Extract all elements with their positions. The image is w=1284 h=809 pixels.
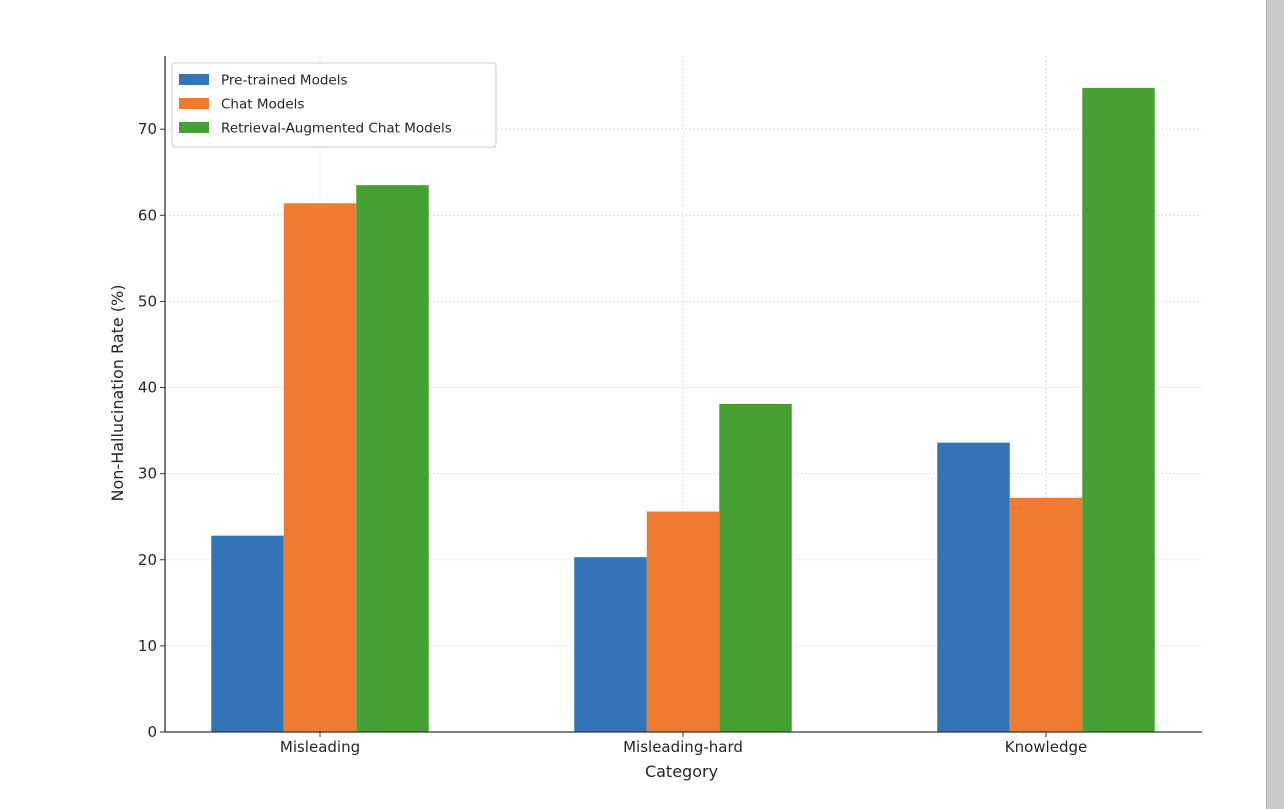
legend: Pre-trained Models Chat Models Retrieval-A… <box>171 62 497 148</box>
x-tick-label: Knowledge <box>1005 738 1087 756</box>
y-tick-label: 0 <box>147 723 157 741</box>
bar <box>937 442 1010 732</box>
y-tick-label: 40 <box>138 379 157 397</box>
bars <box>211 87 1155 733</box>
bar <box>1082 87 1155 732</box>
y-tick-label: 60 <box>138 206 157 224</box>
y-axis-label: Non-Hallucination Rate (%) <box>108 285 127 502</box>
bar <box>356 185 429 732</box>
y-tick-label: 70 <box>138 120 157 138</box>
bar <box>574 557 647 732</box>
x-tick-label: Misleading <box>280 738 360 756</box>
x-axis-label: Category <box>645 762 718 781</box>
bar <box>719 403 792 732</box>
window-edge-strip <box>1266 0 1284 809</box>
legend-swatch <box>179 74 209 85</box>
y-tick-label: 20 <box>138 551 157 569</box>
legend-label: Pre-trained Models <box>221 73 348 89</box>
y-tick-label: 10 <box>138 637 157 655</box>
legend-label: Retrieval-Augmented Chat Models <box>221 121 452 137</box>
legend-swatch <box>179 122 209 133</box>
bar <box>646 511 720 732</box>
bar <box>283 203 357 733</box>
legend-box <box>171 62 497 148</box>
x-tick-label: Misleading-hard <box>623 738 743 756</box>
bar <box>1009 497 1083 732</box>
bar <box>211 535 284 732</box>
y-tick-label: 50 <box>138 292 157 310</box>
tick-labels: 0 10 20 30 40 50 60 70 Misleading Misleading-hard… <box>138 120 1087 756</box>
y-tick-label: 30 <box>138 465 157 483</box>
axes <box>160 56 1202 737</box>
legend-label: Chat Models <box>221 97 304 113</box>
legend-swatch <box>179 98 209 109</box>
